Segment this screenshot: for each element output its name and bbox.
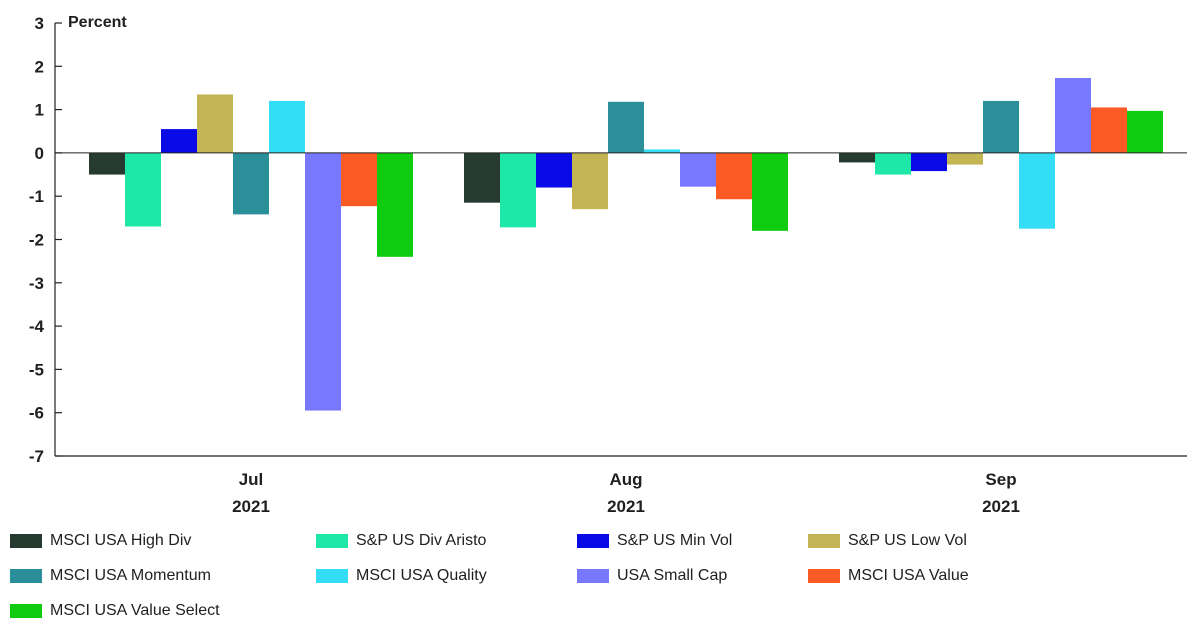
- bar: [161, 129, 197, 153]
- bar: [752, 152, 788, 231]
- y-tick-label: -2: [29, 231, 44, 250]
- x-tick-label-year: 2021: [982, 497, 1020, 516]
- legend-item: USA Small Cap: [577, 565, 727, 587]
- x-tick-label-year: 2021: [232, 497, 270, 516]
- bar: [947, 152, 983, 165]
- bar: [608, 101, 644, 153]
- y-tick-label: 1: [35, 101, 44, 120]
- legend-swatch: [577, 569, 609, 583]
- legend-item: MSCI USA Quality: [316, 565, 487, 587]
- legend-label: S&P US Min Vol: [617, 532, 733, 549]
- legend-label: MSCI USA Momentum: [50, 567, 211, 584]
- y-tick-label: 2: [35, 57, 44, 76]
- bar: [1091, 107, 1127, 153]
- bar: [341, 152, 377, 207]
- bar: [89, 152, 125, 175]
- bar: [269, 100, 305, 153]
- bar: [1127, 110, 1163, 153]
- y-tick-label: -1: [29, 187, 44, 206]
- bars: [89, 77, 1163, 411]
- legend-item: MSCI USA Momentum: [10, 565, 211, 587]
- y-tick-label: -4: [29, 317, 45, 336]
- legend-swatch: [577, 534, 609, 548]
- bar: [464, 152, 500, 203]
- bar: [377, 152, 413, 257]
- bar: [305, 152, 341, 411]
- y-axis: 3 2 1 0 -1 -2 -3 -4 -5 -6 -7: [29, 14, 62, 466]
- legend-item: MSCI USA High Div: [10, 530, 191, 552]
- bar: [839, 152, 875, 163]
- y-tick-label: -7: [29, 447, 44, 466]
- legend-swatch: [10, 534, 42, 548]
- x-tick-label-year: 2021: [607, 497, 645, 516]
- y-tick-label: -5: [29, 360, 44, 379]
- bar: [911, 152, 947, 172]
- legend-item: MSCI USA Value Select: [10, 600, 220, 622]
- legend-label: MSCI USA High Div: [50, 532, 192, 549]
- bar: [716, 152, 752, 200]
- x-tick-label-month: Aug: [609, 470, 642, 489]
- legend-label: S&P US Div Aristo: [356, 532, 487, 549]
- y-tick-label: 3: [35, 14, 44, 33]
- legend-swatch: [316, 569, 348, 583]
- bar: [500, 152, 536, 228]
- x-tick-label-month: Jul: [239, 470, 264, 489]
- y-tick-label: -6: [29, 404, 44, 423]
- y-tick-label: -3: [29, 274, 44, 293]
- legend-item: MSCI USA Value: [808, 565, 969, 587]
- legend-item: S&P US Low Vol: [808, 530, 967, 552]
- legend-label: MSCI USA Value Select: [50, 602, 220, 619]
- legend-label: S&P US Low Vol: [848, 532, 967, 549]
- bar: [875, 152, 911, 175]
- legend-label: MSCI USA Value: [848, 567, 969, 584]
- bar: [1055, 77, 1091, 153]
- bar: [1019, 152, 1055, 229]
- x-tick-label-month: Sep: [985, 470, 1016, 489]
- x-axis: Jul 2021 Aug 2021 Sep 2021: [232, 470, 1020, 516]
- bar: [680, 152, 716, 187]
- bar: [572, 152, 608, 210]
- bar: [983, 100, 1019, 153]
- bar: [536, 152, 572, 188]
- bar: [233, 152, 269, 215]
- bar: [644, 149, 680, 153]
- legend-label: USA Small Cap: [617, 567, 728, 584]
- legend-swatch: [808, 534, 840, 548]
- legend-item: S&P US Div Aristo: [316, 530, 486, 552]
- legend-swatch: [10, 604, 42, 618]
- legend-swatch: [10, 569, 42, 583]
- legend-swatch: [316, 534, 348, 548]
- legend-label: MSCI USA Quality: [356, 567, 487, 584]
- bar: [125, 152, 161, 227]
- legend-swatch: [808, 569, 840, 583]
- y-axis-label: Percent: [68, 14, 127, 31]
- legend-item: S&P US Min Vol: [577, 530, 732, 552]
- bar: [197, 94, 233, 153]
- y-tick-label: 0: [35, 144, 44, 163]
